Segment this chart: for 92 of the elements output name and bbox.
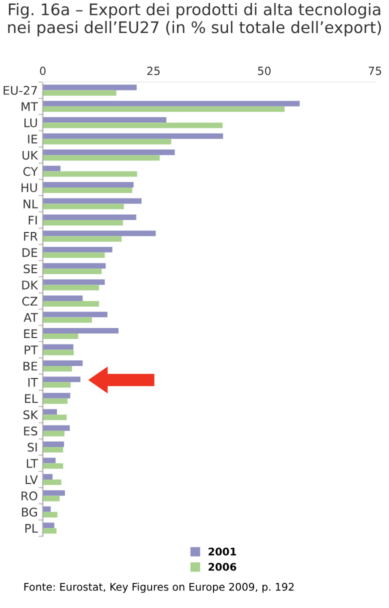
bar — [42, 360, 83, 366]
y-tick-label: IE — [28, 134, 38, 144]
bar — [42, 522, 54, 528]
bar — [42, 350, 74, 356]
y-tick-label: SE — [24, 264, 38, 274]
y-tick-label: MT — [22, 102, 38, 111]
bar — [42, 284, 100, 290]
bar — [42, 425, 70, 431]
bar — [42, 117, 166, 123]
bar — [42, 312, 108, 318]
y-tick-label: ES — [24, 426, 38, 436]
bar — [42, 344, 74, 350]
y-tick-label: AT — [24, 313, 38, 322]
bar — [42, 474, 53, 480]
y-tick-label: CY — [23, 167, 38, 176]
bar — [42, 84, 137, 90]
bar — [42, 188, 132, 194]
bar — [42, 317, 92, 323]
bar — [42, 150, 175, 156]
y-tick-label: IT — [28, 378, 38, 387]
bar — [42, 122, 223, 128]
y-tick-label: LU — [24, 118, 37, 128]
y-tick-label: SI — [28, 442, 37, 452]
x-tick-label: 0 — [40, 66, 46, 76]
source-note: Fonte: Eurostat, Key Figures on Europe 2009, p. 192 — [24, 582, 294, 593]
bar — [42, 220, 123, 226]
bar — [42, 171, 138, 177]
y-tick-label: DE — [22, 248, 38, 257]
bar — [42, 366, 72, 372]
bar — [42, 301, 100, 307]
bar — [42, 204, 124, 210]
y-tick-label: PL — [25, 524, 38, 533]
x-tick-label: 75 — [368, 66, 382, 76]
bar — [42, 263, 106, 269]
y-tick-label: RO — [22, 491, 38, 500]
bar — [42, 334, 78, 340]
bar — [42, 155, 160, 161]
bar — [42, 442, 64, 448]
y-tick-label: BG — [22, 508, 37, 517]
bar — [42, 133, 224, 139]
bar — [42, 409, 57, 415]
bar — [42, 447, 64, 453]
y-tick-label: UK — [22, 150, 38, 160]
y-tick-label: SK — [23, 410, 38, 420]
y-tick-label: CZ — [22, 296, 38, 306]
x-tick-label: 25 — [147, 66, 160, 76]
bar — [42, 268, 102, 274]
bar — [42, 463, 64, 469]
bar — [42, 182, 134, 188]
bar — [42, 528, 57, 534]
legend-label: 2001 — [208, 548, 236, 556]
bar — [42, 296, 83, 302]
x-tick-label: 50 — [258, 66, 271, 76]
bar — [42, 376, 80, 382]
bar — [42, 138, 172, 144]
bar — [42, 392, 70, 398]
y-tick-label: FR — [24, 232, 38, 241]
bar — [42, 246, 112, 252]
bar — [42, 490, 65, 496]
y-tick-label: DK — [22, 280, 38, 290]
bar — [42, 382, 71, 388]
chart-title: Fig. 16a – Export dei prodotti di alta tecnologia nei paesi dell’EU27 (in % sul totale dell’export) — [8, 3, 381, 36]
bar — [42, 106, 285, 112]
bar — [42, 398, 68, 404]
bar — [42, 328, 119, 334]
y-tick-label: LT — [26, 459, 38, 468]
bar — [42, 100, 300, 106]
bar — [42, 230, 156, 236]
y-tick-label: NL — [24, 200, 38, 208]
bar — [42, 458, 56, 464]
bar — [42, 198, 142, 204]
y-tick-label: LV — [26, 475, 38, 484]
y-tick-label: PT — [24, 346, 38, 354]
y-tick-label: EL — [25, 394, 38, 403]
bar — [42, 414, 67, 420]
bar — [42, 479, 62, 485]
bar — [42, 279, 105, 285]
bar — [42, 236, 122, 242]
y-tick-label: FI — [28, 216, 37, 224]
y-tick-label: EU-27 — [4, 86, 37, 95]
bar — [42, 252, 105, 258]
bar — [42, 496, 60, 502]
y-tick-label: EE — [24, 329, 38, 338]
y-tick-label: HU — [22, 183, 37, 192]
bar — [42, 506, 51, 512]
bar — [42, 512, 58, 518]
y-tick-label: BE — [24, 362, 38, 370]
bar — [42, 214, 136, 220]
bar — [42, 90, 116, 96]
legend-label: 2006 — [208, 562, 236, 571]
bar — [42, 430, 64, 436]
bar — [42, 166, 61, 172]
